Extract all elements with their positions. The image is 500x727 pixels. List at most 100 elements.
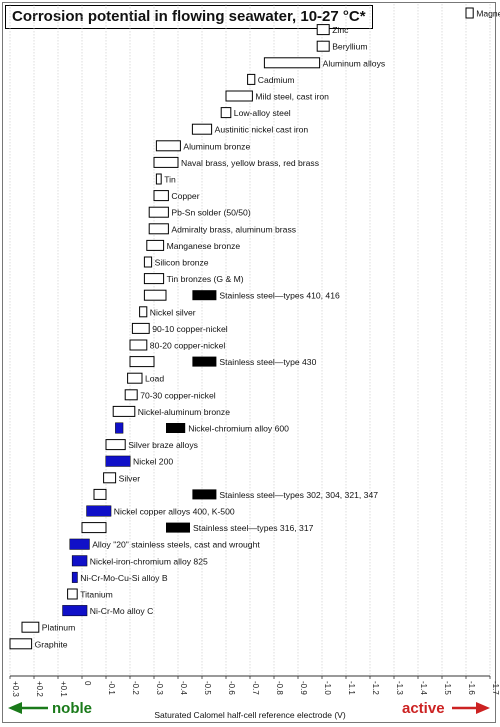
series-label: Load (145, 374, 164, 384)
series-label: Tin (164, 175, 176, 185)
range-bar (21, 621, 40, 633)
series-label: Nickel-chromium alloy 600 (188, 424, 289, 434)
passive-range-bar (86, 506, 111, 516)
series-label: Nickel silver (150, 307, 196, 317)
passive-range-bar (115, 423, 123, 433)
range-bar (191, 123, 213, 135)
series-label: 70-30 copper-nickel (140, 390, 216, 400)
active-range-bar (192, 489, 217, 500)
x-tick-label: -0.3 (155, 681, 164, 695)
series-label: Tin bronzes (G & M) (167, 274, 244, 284)
x-tick-label: -0.4 (179, 681, 188, 695)
range-bar (220, 107, 232, 119)
x-tick-label: -0.2 (131, 681, 140, 695)
series-label: 90-10 copper-nickel (152, 324, 228, 334)
range-bar (129, 339, 148, 351)
x-tick-label: -1.3 (395, 681, 404, 695)
series-label: Naval brass, yellow brass, red brass (181, 158, 319, 168)
series-label: Silver braze alloys (128, 440, 198, 450)
range-bar (153, 156, 179, 168)
series-label: Pb-Sn solder (50/50) (171, 208, 250, 218)
x-tick-label: -0.5 (203, 681, 212, 695)
series-label: Austinitic nickel cast iron (215, 125, 309, 135)
passive-range-bar (70, 539, 90, 550)
range-bar (155, 140, 181, 152)
range-bar (146, 239, 165, 251)
passive-range-bar (62, 605, 87, 616)
series-label: Silver (119, 473, 141, 483)
series-label: Mild steel, cast iron (255, 92, 329, 102)
x-tick-label: 0 (83, 681, 92, 686)
x-tick-label: -0.9 (299, 681, 308, 695)
range-bar (465, 7, 474, 19)
x-tick-label: -1.4 (419, 681, 428, 695)
series-label: 80-20 copper-nickel (150, 341, 226, 351)
series-label: Stainless steel—types 316, 317 (193, 523, 314, 533)
x-tick-label: +0.1 (59, 681, 68, 697)
series-label: Titanium (80, 590, 113, 600)
series-label: Aluminum bronze (183, 141, 250, 151)
range-bar (81, 522, 107, 534)
active-range-bar (166, 423, 186, 433)
range-bar (155, 173, 162, 185)
series-label: Graphite (35, 639, 68, 649)
range-bar (93, 488, 107, 500)
x-tick-label: -0.8 (275, 681, 284, 695)
passive-range-bar (106, 456, 130, 467)
series-label: Admiralty brass, aluminum brass (171, 224, 296, 234)
series-label: Manganese bronze (167, 241, 241, 251)
chart-frame (2, 2, 496, 723)
series-label: Silicon bronze (155, 258, 209, 268)
series-label: Cadmium (258, 75, 295, 85)
series-label: Alloy "20" stainless steels, cast and wr… (92, 540, 260, 550)
range-bar (103, 472, 117, 484)
x-tick-label: -1.2 (371, 681, 380, 695)
series-label: Ni-Cr-Mo alloy C (90, 606, 154, 616)
range-bar (9, 638, 33, 650)
active-arrow-head (476, 702, 490, 714)
x-tick-label: -1.5 (443, 681, 452, 695)
range-bar (129, 356, 155, 368)
series-label: Platinum (42, 623, 75, 633)
range-bar (148, 223, 169, 235)
x-tick-label: -0.1 (107, 681, 116, 695)
range-bar (143, 273, 165, 285)
passive-range-bar (72, 572, 78, 583)
series-label: Nickel copper alloys 400, K-500 (114, 507, 235, 517)
active-label: active (402, 700, 445, 717)
range-bar (127, 372, 143, 384)
range-bar (263, 57, 321, 69)
range-bar (112, 405, 136, 417)
active-range-bar (192, 290, 217, 301)
range-bar (105, 439, 126, 451)
series-label: Magnesium (476, 9, 500, 19)
series-label: Ni-Cr-Mo-Cu-Si alloy B (80, 573, 168, 583)
series-label: Zinc (332, 25, 349, 35)
noble-label: noble (52, 700, 92, 717)
range-bar (225, 90, 253, 102)
series-label: Aluminum alloys (323, 58, 386, 68)
series-label: Stainless steel—types 302, 304, 321, 347 (219, 490, 378, 500)
range-bar (131, 322, 150, 334)
noble-arrow-head (8, 702, 22, 714)
passive-range-bar (72, 555, 87, 566)
range-bar (247, 73, 256, 85)
x-tick-label: -1.0 (323, 681, 332, 695)
series-label: Stainless steel—type 430 (219, 357, 316, 367)
range-bar (139, 306, 148, 318)
range-bar (148, 206, 169, 218)
x-tick-label: +0.3 (11, 681, 20, 697)
x-tick-label: -1.6 (467, 681, 476, 695)
range-bar (143, 256, 153, 268)
series-label: Low-alloy steel (234, 108, 291, 118)
x-tick-label: -0.6 (227, 681, 236, 695)
series-label: Nickel 200 (133, 457, 173, 467)
range-bar (124, 389, 138, 401)
series-label: Stainless steel—types 410, 416 (219, 291, 340, 301)
active-range-bar (166, 522, 190, 533)
x-tick-label: +0.2 (35, 681, 44, 697)
x-tick-label: -0.7 (251, 681, 260, 695)
series-label: Nickel-iron-chromium alloy 825 (90, 556, 208, 566)
chart-title: Corrosion potential in flowing seawater,… (5, 5, 373, 29)
